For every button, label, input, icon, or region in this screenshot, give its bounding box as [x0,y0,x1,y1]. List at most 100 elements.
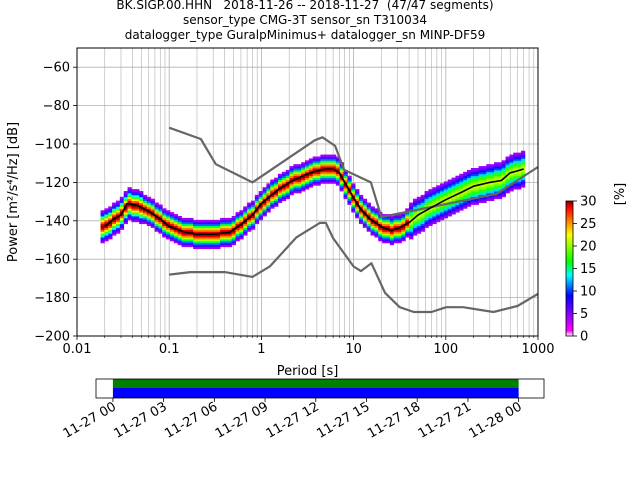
heatmap-cell [100,235,105,238]
heatmap-cell [451,189,456,192]
heatmap-cell [328,169,333,173]
heatmap-cell [385,231,391,234]
heatmap-cell [490,166,495,169]
heatmap-cell [389,242,395,246]
heatmap-cell [482,166,487,169]
heatmap-cell [247,206,252,209]
heatmap-cell [208,231,213,234]
heatmap-cell [459,192,464,196]
heatmap-cell [196,219,202,223]
heatmap-cell [297,166,302,169]
heatmap-cell [509,160,514,163]
heatmap-cell [289,173,294,177]
heatmap-cell [335,175,341,178]
heatmap-cell [428,219,433,223]
heatmap-cell [474,189,479,192]
heatmap-cell [100,239,105,242]
heatmap-cell [486,191,491,194]
heatmap-cell [393,240,398,244]
heatmap-cell [139,221,144,225]
heatmap-cell [420,219,425,223]
heatmap-cell [505,179,510,182]
heatmap-cell [382,233,387,236]
heatmap-cell [100,240,105,244]
heatmap-cell [243,206,248,209]
heatmap-cell [393,229,398,232]
heatmap-cell [362,200,368,203]
heatmap-cell [250,204,256,207]
heatmap-cell [189,239,194,242]
heatmap-cell [405,225,410,228]
heatmap-cell [108,221,113,225]
heatmap-cell [254,198,260,202]
heatmap-cell [220,227,225,230]
heatmap-cell [297,187,302,190]
heatmap-cell [227,227,233,230]
heatmap-cell [208,237,213,240]
heatmap-cell [428,223,433,226]
heatmap-cell [162,212,167,215]
heatmap-cell [466,189,472,192]
heatmap-cell [320,169,325,173]
heatmap-cell [409,229,414,232]
heatmap-cell [247,227,252,230]
heatmap-cell [509,154,514,157]
heatmap-cell [158,219,163,223]
heatmap-cell [166,212,171,215]
heatmap-cell [177,216,182,219]
heatmap-cell [247,217,252,221]
heatmap-cell [482,177,487,180]
heatmap-cell [455,210,460,213]
heatmap-cell [119,225,125,228]
heatmap-cell [412,221,418,225]
heatmap-cell [463,206,468,209]
heatmap-cell [401,237,406,240]
heatmap-cell [247,204,252,207]
heatmap-cell [466,204,472,207]
heatmap-cell [200,244,206,248]
heatmap-cell [447,210,452,213]
heatmap-cell [135,212,140,215]
heatmap-cell [289,168,294,171]
heatmap-cell [447,194,452,198]
heatmap-cell [447,206,452,209]
heatmap-cell [243,233,248,236]
heatmap-cell [428,210,433,213]
heatmap-cell [277,196,283,200]
heatmap-cell [385,240,391,244]
heatmap-cell [235,237,240,240]
heatmap-cell [135,202,140,205]
heatmap-cell [466,194,472,198]
heatmap-cell [135,208,140,211]
heatmap-cell [301,189,306,192]
heatmap-cell [231,223,236,226]
heatmap-cell [397,214,402,217]
heatmap-cell [216,219,221,223]
heatmap-cell [297,173,302,177]
heatmap-cell [285,169,290,173]
heatmap-cell [478,168,483,171]
heatmap-cell [177,227,182,230]
timeline-tick-label: 11-27 15 [314,399,372,441]
heatmap-cell [289,189,294,192]
heatmap-cell [270,191,275,194]
heatmap-cell [436,200,441,203]
heatmap-cell [150,225,155,228]
heatmap-cell [478,192,483,196]
heatmap-cell [362,223,368,226]
heatmap-cell [254,206,260,209]
heatmap-cell [447,181,452,184]
heatmap-cell [127,206,132,209]
heatmap-cell [331,162,337,165]
heatmap-cell [497,194,503,198]
heatmap-cell [297,189,302,192]
heatmap-cell [243,212,248,215]
heatmap-cell [358,217,364,221]
heatmap-cell [216,242,221,246]
heatmap-cell [509,169,514,173]
heatmap-cell [497,168,503,171]
y-tick-label: −180 [34,291,70,306]
heatmap-cell [146,212,152,215]
heatmap-cell [474,187,479,190]
heatmap-cell [509,181,514,184]
